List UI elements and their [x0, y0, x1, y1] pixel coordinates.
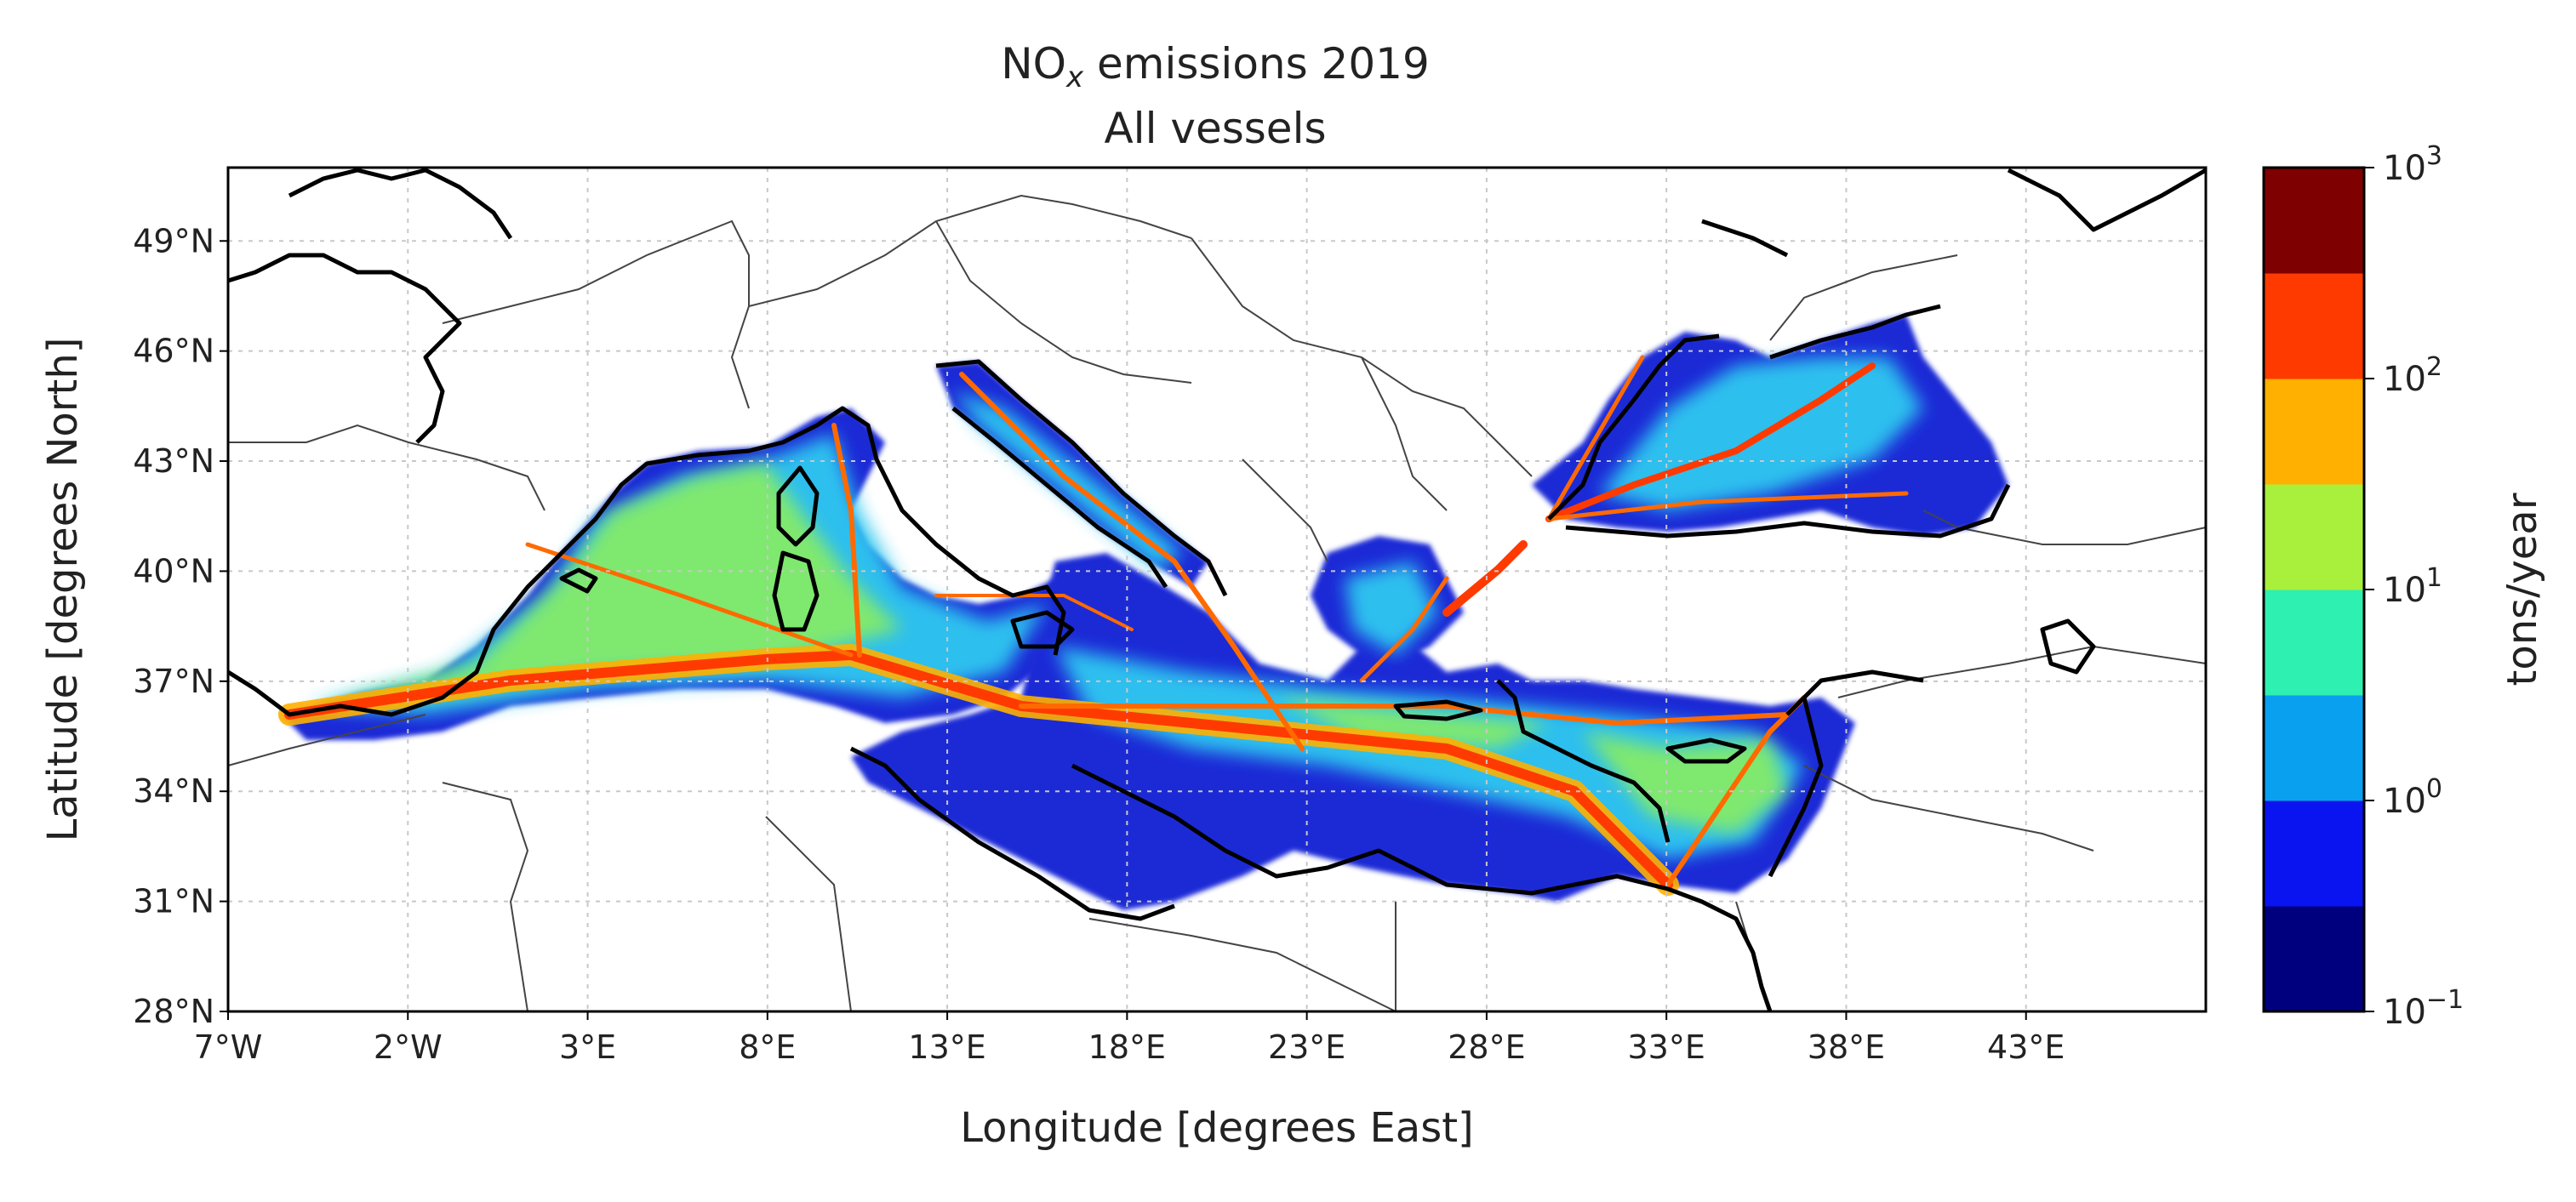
- colorbar-band: [2264, 273, 2364, 379]
- lon-tick-label: 38°E: [1808, 1028, 1885, 1066]
- coastlines: [226, 168, 2208, 1012]
- lat-tick-label: 43°N: [133, 442, 214, 480]
- lat-tick-label: 46°N: [133, 333, 214, 370]
- lon-tick-label: 13°E: [908, 1028, 985, 1066]
- lat-tick-label: 40°N: [133, 552, 214, 590]
- chart-title-line1: NOx emissions 2019: [1001, 39, 1430, 94]
- colorbar-band: [2264, 800, 2364, 907]
- colorbar-band: [2264, 590, 2364, 696]
- lon-tick-label: 8°E: [739, 1028, 796, 1066]
- lon-tick-label: 43°E: [1987, 1028, 2065, 1066]
- colorbar-tick-label: 102: [2383, 352, 2442, 399]
- shipping-lanes: [278, 355, 1909, 896]
- lat-tick-label: 28°N: [133, 993, 214, 1030]
- colorbar-band: [2264, 168, 2364, 274]
- lon-tick-label: 23°E: [1268, 1028, 1345, 1066]
- colorbar-band: [2264, 379, 2364, 485]
- colorbar-tick-label: 100: [2383, 774, 2442, 821]
- map-frame: [226, 166, 2208, 1013]
- colorbar-band: [2264, 695, 2364, 801]
- longitude-ticks: 7°W 2°W 3°E 8°E 13°E 18°E 23°E 28°E 33°E 38°E 43°E: [194, 1011, 2065, 1066]
- lon-tick-label: 33°E: [1627, 1028, 1705, 1066]
- chart-title-line2: All vessels: [1104, 104, 1326, 153]
- lat-tick-label: 31°N: [133, 883, 214, 920]
- lon-tick-label: 18°E: [1088, 1028, 1166, 1066]
- colorbar-band: [2264, 484, 2364, 590]
- lon-tick-label: 28°E: [1448, 1028, 1525, 1066]
- lon-tick-label: 7°W: [194, 1028, 263, 1066]
- colorbar-tick-label: 101: [2383, 563, 2442, 610]
- lon-tick-label: 3°E: [559, 1028, 616, 1066]
- emission-layer: [278, 315, 2008, 910]
- colorbar-tick-label: 10−1: [2383, 985, 2464, 1032]
- colorbar-ticks: 103 102 101 100 10−1: [2364, 141, 2464, 1032]
- colorbar-band: [2264, 906, 2364, 1012]
- colorbar-bands: [2264, 168, 2364, 1012]
- x-axis-label: Longitude [degrees East]: [960, 1104, 1474, 1152]
- latitude-ticks: 28°N 31°N 34°N 37°N 40°N 43°N 46°N 49°N: [133, 222, 228, 1030]
- lat-tick-label: 49°N: [133, 222, 214, 259]
- colorbar: 103 102 101 100 10−1 tons/year: [2262, 141, 2546, 1032]
- map-plot-area: [226, 166, 2208, 1013]
- country-borders: [227, 194, 2207, 1012]
- colorbar-label: tons/year: [2499, 493, 2546, 686]
- lat-tick-label: 37°N: [133, 663, 214, 700]
- lat-tick-label: 34°N: [133, 772, 214, 810]
- colorbar-tick-label: 103: [2383, 141, 2442, 188]
- y-axis-label: Latitude [degrees North]: [39, 338, 87, 842]
- lon-tick-label: 2°W: [374, 1028, 443, 1066]
